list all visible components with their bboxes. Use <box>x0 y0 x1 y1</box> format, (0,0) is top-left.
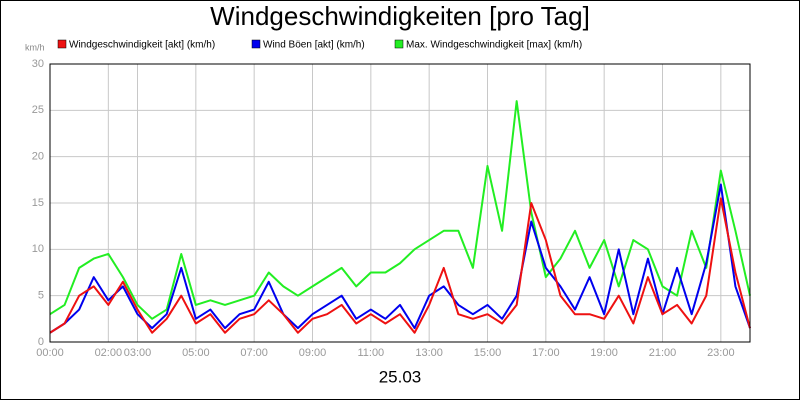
y-axis-unit: km/h <box>25 42 45 52</box>
legend-swatch <box>57 39 67 49</box>
legend-label: Windgeschwindigkeit [akt] (km/h) <box>69 40 215 51</box>
y-tick-label: 20 <box>32 151 44 163</box>
x-tick-label: 19:00 <box>590 347 618 359</box>
series-line <box>49 183 751 334</box>
x-tick-label: 23:00 <box>707 347 735 359</box>
x-tick-label: 15:00 <box>474 347 502 359</box>
legend-swatch <box>394 39 404 49</box>
legend-label: Max. Windgeschwindigkeit [max] (km/h) <box>406 40 582 51</box>
plot-border <box>49 63 751 343</box>
x-tick-label: 17:00 <box>532 347 560 359</box>
x-tick-label: 05:00 <box>182 347 210 359</box>
y-tick-label: 0 <box>38 336 44 348</box>
x-tick-label: 00:00 <box>36 347 64 359</box>
y-tick-label: 15 <box>32 197 44 209</box>
series-line <box>49 100 751 320</box>
x-tick-label: 02:00 <box>95 347 123 359</box>
y-tick-label: 30 <box>32 58 44 70</box>
legend-label: Wind Böen [akt] (km/h) <box>263 40 365 51</box>
chart-title: Windgeschwindigkeiten [pro Tag] <box>210 1 590 31</box>
y-tick-label: 10 <box>32 243 44 255</box>
x-tick-label: 09:00 <box>299 347 327 359</box>
x-tick-label: 03:00 <box>124 347 152 359</box>
y-tick-label: 5 <box>38 290 44 302</box>
x-tick-label: 11:00 <box>357 347 384 359</box>
x-tick-label: 13:00 <box>415 347 443 359</box>
series-line <box>49 197 751 334</box>
x-tick-label: 21:00 <box>649 347 677 359</box>
x-tick-label: 07:00 <box>240 347 268 359</box>
y-tick-label: 25 <box>32 104 44 116</box>
legend: Windgeschwindigkeit [akt] (km/h) Wind Böe… <box>57 39 582 51</box>
x-axis-label: 25.03 <box>379 367 422 386</box>
plot-lines <box>49 100 751 334</box>
legend-swatch <box>251 39 261 49</box>
